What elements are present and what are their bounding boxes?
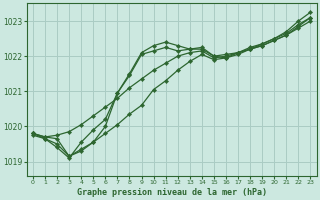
X-axis label: Graphe pression niveau de la mer (hPa): Graphe pression niveau de la mer (hPa) — [77, 188, 267, 197]
